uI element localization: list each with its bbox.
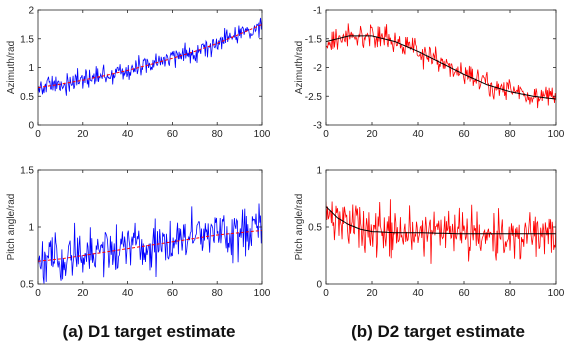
x-tick-label: 60 — [458, 288, 470, 299]
x-tick-label: 80 — [212, 288, 224, 299]
y-axis-label: Pitch angle/rad — [6, 194, 17, 261]
chart-panel-3: 0 20 40 60 80 100 0.5 1 1.5 Pitch angle/rad — [6, 166, 271, 300]
x-tick-label: 60 — [458, 129, 470, 140]
x-tick-label: 0 — [323, 288, 329, 299]
x-tick-label: 80 — [212, 129, 224, 140]
series-measured — [38, 17, 262, 96]
series-measured — [326, 23, 556, 109]
series-measured — [326, 199, 556, 264]
y-tick-label: 0.5 — [20, 280, 34, 291]
x-tick-label: 20 — [77, 129, 89, 140]
y-tick-label: 0 — [316, 280, 322, 291]
chart-panel-2: 0 20 40 60 80 100 -3 -2.5 -2 -1.5 -1 Azimuth/rad — [294, 6, 565, 141]
y-tick-label: 0 — [28, 121, 34, 132]
y-tick-label: 1 — [28, 223, 34, 234]
series-estimate — [325, 206, 556, 235]
x-tick-label: 100 — [548, 288, 565, 299]
y-tick-label: -3 — [313, 121, 322, 132]
y-tick-label: -2 — [313, 63, 322, 74]
chart-panel-1: 0 20 40 60 80 100 0 0.5 1 1.5 2 Azimuth/rad — [6, 6, 271, 141]
y-tick-label: 1.5 — [20, 166, 34, 177]
x-tick-label: 80 — [504, 129, 516, 140]
x-tick-label: 40 — [412, 129, 424, 140]
x-tick-label: 80 — [504, 288, 516, 299]
series-estimate — [37, 229, 263, 262]
y-axis-label: Azimuth/rad — [6, 41, 17, 94]
x-tick-label: 100 — [254, 129, 271, 140]
y-tick-label: 1.5 — [20, 34, 34, 45]
x-tick-label: 100 — [548, 129, 565, 140]
x-tick-label: 20 — [366, 129, 378, 140]
x-tick-label: 40 — [122, 129, 134, 140]
series-estimate — [37, 23, 263, 89]
y-tick-label: 1 — [28, 63, 34, 74]
y-axis-label: Azimuth/rad — [294, 41, 305, 94]
x-tick-label: 40 — [122, 288, 134, 299]
series-measured — [38, 203, 262, 284]
y-tick-label: -1.5 — [305, 34, 323, 45]
x-tick-label: 20 — [366, 288, 378, 299]
x-tick-label: 60 — [167, 288, 179, 299]
x-tick-label: 0 — [35, 129, 41, 140]
x-tick-label: 0 — [323, 129, 329, 140]
y-tick-label: -1 — [313, 6, 322, 17]
y-tick-label: -2.5 — [305, 92, 323, 103]
caption-b: (b) D2 target estimate — [351, 322, 525, 341]
caption-a: (a) D1 target estimate — [63, 322, 236, 341]
y-axis-label: Pitch angle/rad — [294, 194, 305, 261]
series-estimate — [325, 35, 557, 100]
y-tick-label: 0.5 — [308, 223, 322, 234]
y-tick-label: 0.5 — [20, 92, 34, 103]
y-tick-label: 1 — [316, 166, 322, 177]
x-tick-label: 100 — [254, 288, 271, 299]
x-tick-label: 40 — [412, 288, 424, 299]
y-tick-label: 2 — [28, 6, 34, 17]
x-tick-label: 20 — [77, 288, 89, 299]
x-tick-label: 60 — [167, 129, 179, 140]
x-tick-label: 0 — [35, 288, 41, 299]
chart-panel-4: 0 20 40 60 80 100 0 0.5 1 Pitch angle/rad — [294, 166, 565, 300]
